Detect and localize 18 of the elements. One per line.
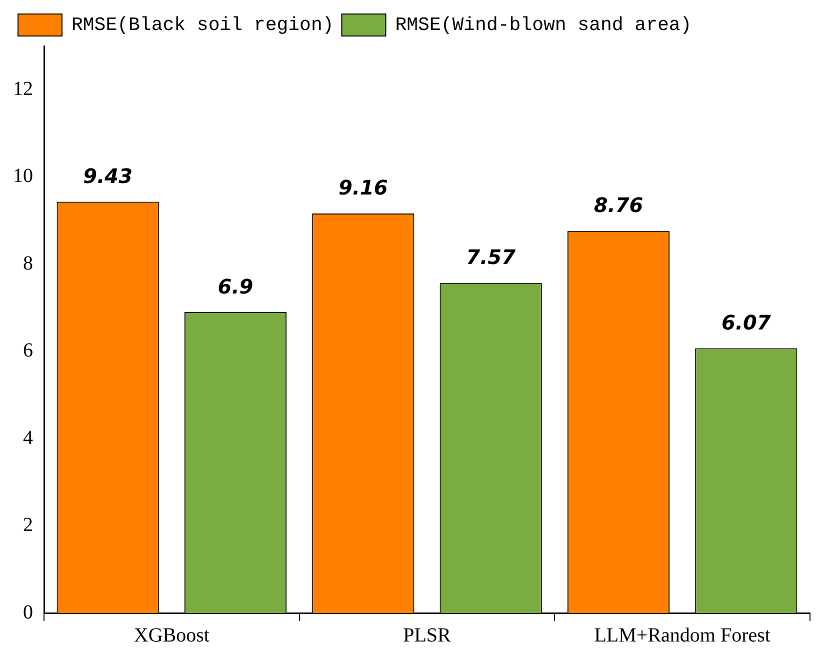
data-label: 6.07 [721,310,771,334]
data-label: 9.43 [83,164,133,188]
data-label: 6.9 [218,274,254,298]
y-tick-label: 6 [23,340,33,362]
legend-label: RMSE(Black soil region) [72,14,334,36]
y-tick-label: 8 [23,252,33,274]
y-tick-label: 0 [23,601,33,624]
data-label: 8.76 [594,193,644,218]
data-label: 7.57 [466,245,516,270]
x-tick-label: LLM+Random Forest [594,624,771,646]
y-tick-label: 2 [23,514,33,536]
y-tick-label: 4 [23,426,33,449]
y-tick-label: 12 [13,78,33,100]
data-label: 9.16 [338,176,388,200]
x-tick-label: PLSR [403,624,452,646]
y-tick-label: 10 [13,165,33,188]
x-tick-label: XGBoost [134,624,210,646]
legend-label: RMSE(Wind-blown sand area) [395,14,692,36]
